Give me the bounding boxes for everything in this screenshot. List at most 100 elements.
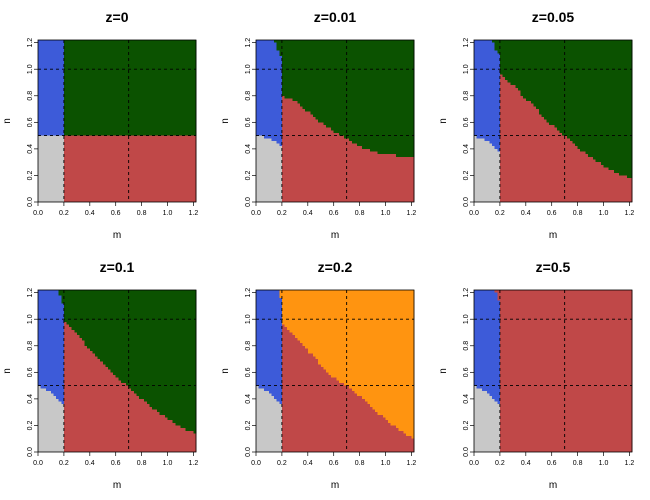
red-region-cell — [403, 156, 407, 202]
blue-region-cell — [276, 50, 280, 144]
y-axis-label: n — [438, 118, 449, 124]
plot-frame — [255, 39, 415, 203]
red-region-cell — [331, 377, 335, 452]
green-region-cell — [395, 40, 399, 157]
y-tick-label: 0.4 — [27, 394, 34, 404]
red-region-cell — [97, 135, 101, 202]
y-tick-label: 1.0 — [463, 314, 470, 324]
green-region-cell — [336, 40, 340, 133]
orange-region-cell — [401, 290, 404, 431]
x-tick-label: 0.8 — [137, 210, 147, 217]
gray-region-cell — [45, 135, 49, 202]
red-region-cell — [401, 156, 404, 202]
y-tick-label: 0.2 — [245, 420, 252, 430]
red-region-cell — [139, 398, 142, 452]
red-region-cell — [294, 337, 298, 452]
orange-region-cell — [323, 290, 327, 370]
red-region-cell — [603, 290, 607, 452]
red-region-cell — [120, 382, 124, 452]
red-region-cell — [530, 290, 534, 452]
green-region-cell — [543, 40, 547, 120]
red-region-cell — [157, 412, 161, 452]
gray-region-cell — [479, 388, 483, 452]
red-region-cell — [536, 290, 540, 452]
y-tick-label: 0.6 — [27, 367, 34, 377]
plot-frame — [255, 289, 415, 453]
red-region-cell — [406, 156, 410, 202]
green-region-cell — [89, 290, 93, 352]
green-region-cell — [69, 40, 72, 136]
red-region-cell — [507, 290, 511, 452]
green-region-cell — [82, 40, 85, 136]
red-region-cell — [590, 290, 594, 452]
red-region-cell — [82, 340, 85, 452]
x-tick-label: 0.2 — [277, 210, 287, 217]
red-region-cell — [518, 290, 521, 452]
red-region-cell — [328, 127, 332, 202]
red-region-cell — [515, 290, 519, 452]
red-region-cell — [105, 135, 109, 202]
heatmap-cells — [474, 290, 633, 452]
y-tick-label: 1.0 — [245, 64, 252, 74]
green-region-cell — [110, 290, 114, 373]
red-region-cell — [310, 114, 314, 202]
red-region-cell — [302, 345, 306, 452]
green-region-cell — [567, 40, 571, 139]
red-region-cell — [510, 290, 514, 452]
red-region-cell — [144, 401, 148, 452]
green-region-cell — [406, 40, 410, 157]
blue-region-cell — [50, 40, 54, 136]
green-region-cell — [136, 40, 140, 136]
orange-region-cell — [284, 290, 288, 328]
x-axis-label: m — [549, 230, 557, 241]
blue-region-cell — [61, 40, 65, 136]
red-region-cell — [94, 356, 98, 452]
y-tick-label: 0.0 — [27, 197, 34, 207]
green-region-cell — [611, 40, 615, 171]
green-region-cell — [585, 40, 589, 155]
blue-region-cell — [58, 40, 62, 136]
red-region-cell — [390, 154, 394, 202]
green-region-cell — [74, 290, 78, 333]
x-tick-label: 0.6 — [111, 460, 121, 467]
green-region-cell — [82, 290, 85, 341]
red-region-cell — [608, 290, 612, 452]
green-region-cell — [100, 40, 104, 136]
red-region-cell — [146, 135, 150, 202]
gray-region-cell — [58, 135, 62, 202]
gray-region-cell — [263, 390, 267, 452]
orange-region-cell — [375, 290, 379, 413]
x-tick-label: 0.4 — [303, 210, 313, 217]
red-region-cell — [603, 167, 607, 202]
green-region-cell — [367, 40, 371, 149]
green-region-cell — [188, 290, 192, 431]
red-region-cell — [89, 351, 93, 452]
red-region-cell — [333, 377, 337, 452]
red-region-cell — [346, 138, 350, 202]
green-region-cell — [297, 40, 301, 104]
gray-region-cell — [43, 388, 47, 452]
red-region-cell — [523, 290, 527, 452]
green-region-cell — [128, 290, 132, 389]
green-region-cell — [139, 290, 142, 399]
red-region-cell — [569, 290, 573, 452]
green-region-cell — [175, 290, 179, 426]
red-region-cell — [608, 170, 612, 202]
red-region-cell — [549, 290, 553, 452]
green-region-cell — [530, 40, 534, 104]
gray-region-cell — [256, 385, 259, 452]
blue-region-cell — [43, 290, 47, 389]
green-region-cell — [580, 40, 584, 152]
blue-region-cell — [479, 290, 483, 389]
x-axis-label: m — [331, 230, 339, 241]
orange-region-cell — [388, 290, 391, 423]
green-region-cell — [172, 290, 176, 423]
green-region-cell — [102, 40, 106, 136]
red-region-cell — [92, 135, 96, 202]
gray-region-cell — [56, 135, 60, 202]
green-region-cell — [190, 290, 194, 431]
x-tick-label: 0.8 — [573, 210, 583, 217]
blue-region-cell — [494, 292, 498, 402]
orange-region-cell — [372, 290, 376, 410]
red-region-cell — [587, 156, 591, 202]
